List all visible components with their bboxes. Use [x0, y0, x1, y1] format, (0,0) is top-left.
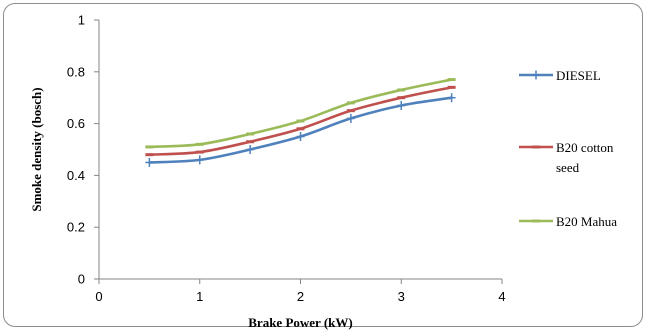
x-tick-label: 4 — [498, 289, 505, 304]
legend: DIESEL B20 cotton seed B20 Mahua — [519, 68, 617, 229]
y-tick-label: 0.2 — [67, 220, 85, 235]
x-tick-label: 2 — [297, 289, 304, 304]
y-axis-title: Smoke density (bosch) — [29, 87, 44, 211]
legend-label: B20 Mahua — [556, 214, 617, 229]
legend-label: B20 cotton seed — [556, 140, 614, 175]
x-tick-label: 1 — [196, 289, 203, 304]
y-tick-label: 0.8 — [67, 64, 85, 79]
axes: 0 1 2 3 4 0 0.2 0.4 0.6 0.8 1 — [67, 13, 506, 305]
legend-item: B20 cotton seed — [519, 140, 614, 175]
x-tick-label: 0 — [95, 289, 102, 304]
series-b20-cotton-seed — [145, 85, 456, 157]
y-tick-label: 1 — [78, 13, 85, 28]
series-diesel — [145, 93, 456, 167]
x-tick-label: 3 — [398, 289, 405, 304]
x-axis-title: Brake Power (kW) — [248, 315, 352, 330]
y-tick-label: 0 — [78, 272, 85, 287]
legend-item: B20 Mahua — [519, 214, 617, 229]
y-tick-label: 0.6 — [67, 116, 85, 131]
y-tick-label: 0.4 — [67, 168, 85, 183]
legend-label: DIESEL — [556, 68, 601, 83]
chart-frame — [3, 3, 643, 327]
legend-item: DIESEL — [519, 68, 601, 83]
series-lines — [145, 78, 456, 167]
series-b20-mahua — [145, 78, 456, 149]
